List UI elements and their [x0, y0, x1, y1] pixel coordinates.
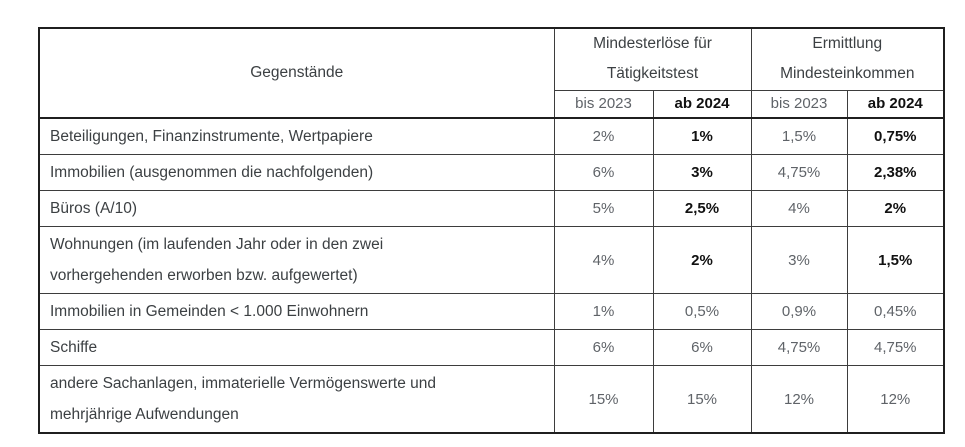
header-group-row: Gegenstände Mindesterlöse für Tätigkeits… [38, 27, 945, 119]
table-row: Immobilien in Gemeinden < 1.000 Einwohne… [38, 293, 945, 330]
header-sub-row: bis 2023 ab 2024 bis 2023 ab 2024 [39, 89, 945, 119]
row-label: andere Sachanlagen, immaterielle Vermöge… [38, 365, 555, 434]
row-label: Wohnungen (im laufenden Jahr oder in den… [38, 226, 555, 294]
cell-mindesteinkommen-bis-2023: 4% [750, 190, 848, 227]
table-row: Beteiligungen, Finanzinstrumente, Wertpa… [38, 117, 945, 155]
cell-taetigkeitstest-ab-2024: 2,5% [652, 190, 752, 227]
cell-mindesteinkommen-bis-2023: 0,9% [750, 293, 848, 330]
cell-mindesteinkommen-ab-2024: 12% [846, 365, 945, 434]
minimum-income-table: Gegenstände Mindesterlöse für Tätigkeits… [38, 27, 946, 434]
cell-taetigkeitstest-ab-2024: 3% [652, 154, 752, 191]
cell-taetigkeitstest-ab-2024: 1% [652, 117, 752, 155]
column-header-taetigkeitstest-bis-2023: bis 2023 [553, 89, 654, 119]
cell-taetigkeitstest-bis-2023: 1% [553, 293, 654, 330]
table-row: andere Sachanlagen, immaterielle Vermöge… [38, 365, 945, 434]
cell-mindesteinkommen-ab-2024: 4,75% [846, 329, 945, 366]
column-header-gegenstaende: Gegenstände [38, 27, 555, 119]
group-header-line-2: Mindesteinkommen [780, 65, 915, 83]
cell-mindesteinkommen-bis-2023: 3% [750, 226, 848, 294]
column-group-mindesterloese-taetigkeitstest: Mindesterlöse für Tätigkeitstest [553, 27, 752, 91]
group-header-line-1: Ermittlung [812, 35, 883, 53]
cell-taetigkeitstest-ab-2024: 6% [652, 329, 752, 366]
row-label: Büros (A/10) [38, 190, 555, 227]
column-header-taetigkeitstest-ab-2024: ab 2024 [652, 89, 752, 119]
cell-mindesteinkommen-ab-2024: 0,75% [846, 117, 945, 155]
cell-taetigkeitstest-bis-2023: 2% [553, 117, 654, 155]
cell-taetigkeitstest-bis-2023: 5% [553, 190, 654, 227]
row-label: Immobilien in Gemeinden < 1.000 Einwohne… [38, 293, 555, 330]
cell-taetigkeitstest-bis-2023: 6% [553, 154, 654, 191]
table-row: Wohnungen (im laufenden Jahr oder in den… [38, 226, 945, 294]
table-row: Büros (A/10) 5% 2,5% 4% 2% [38, 190, 945, 227]
cell-mindesteinkommen-bis-2023: 4,75% [750, 329, 848, 366]
cell-taetigkeitstest-ab-2024: 2% [652, 226, 752, 294]
cell-taetigkeitstest-bis-2023: 6% [553, 329, 654, 366]
cell-mindesteinkommen-bis-2023: 4,75% [750, 154, 848, 191]
column-header-mindesteinkommen-ab-2024: ab 2024 [846, 89, 945, 119]
row-label: Beteiligungen, Finanzinstrumente, Wertpa… [38, 117, 555, 155]
table-row: Immobilien (ausgenommen die nachfolgende… [38, 154, 945, 191]
cell-mindesteinkommen-ab-2024: 2,38% [846, 154, 945, 191]
cell-taetigkeitstest-ab-2024: 15% [652, 365, 752, 434]
cell-mindesteinkommen-ab-2024: 1,5% [846, 226, 945, 294]
column-group-ermittlung-mindesteinkommen: Ermittlung Mindesteinkommen [750, 27, 945, 91]
cell-mindesteinkommen-ab-2024: 0,45% [846, 293, 945, 330]
row-label: Schiffe [38, 329, 555, 366]
cell-taetigkeitstest-bis-2023: 15% [553, 365, 654, 434]
cell-mindesteinkommen-bis-2023: 12% [750, 365, 848, 434]
cell-taetigkeitstest-ab-2024: 0,5% [652, 293, 752, 330]
cell-taetigkeitstest-bis-2023: 4% [553, 226, 654, 294]
column-header-mindesteinkommen-bis-2023: bis 2023 [750, 89, 848, 119]
row-label: Immobilien (ausgenommen die nachfolgende… [38, 154, 555, 191]
cell-mindesteinkommen-bis-2023: 1,5% [750, 117, 848, 155]
group-header-line-2: Tätigkeitstest [606, 65, 699, 83]
cell-mindesteinkommen-ab-2024: 2% [846, 190, 945, 227]
group-header-line-1: Mindesterlöse für [593, 35, 712, 53]
table-row: Schiffe 6% 6% 4,75% 4,75% [38, 329, 945, 366]
